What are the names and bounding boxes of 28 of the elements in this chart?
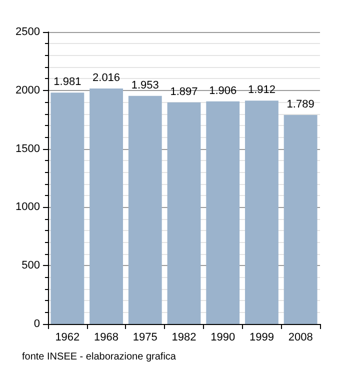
- data-label: 1.981: [54, 76, 82, 88]
- source-note: fonte INSEE - elaborazione grafica: [22, 352, 176, 362]
- data-label: 1.789: [286, 98, 314, 111]
- y-tick-label: 1500: [16, 142, 40, 155]
- bar: [206, 101, 240, 324]
- data-label: 1.953: [131, 79, 159, 92]
- x-tick-label: 1962: [55, 332, 80, 344]
- bar: [245, 100, 278, 324]
- data-label: 1.906: [209, 84, 237, 97]
- bar: [90, 88, 123, 324]
- bar: [284, 115, 318, 324]
- x-tick-label: 1990: [210, 332, 236, 344]
- x-tick-label: 1968: [94, 332, 119, 344]
- x-tick-label: 1975: [132, 332, 158, 344]
- data-label: 1.912: [248, 84, 276, 96]
- y-tick-label: 2000: [16, 84, 40, 96]
- x-tick-label: 2008: [288, 332, 313, 344]
- x-tick-label: 1999: [249, 332, 274, 344]
- data-label: 1.897: [170, 86, 198, 98]
- x-tick-label: 1982: [172, 332, 196, 344]
- y-tick-label: 500: [22, 260, 40, 272]
- data-label: 2.016: [92, 72, 120, 84]
- bar: [167, 102, 201, 324]
- y-tick-label: 1000: [16, 201, 40, 214]
- bar: [128, 96, 162, 324]
- y-tick-label: 2500: [16, 26, 40, 38]
- y-tick-label: 0: [34, 318, 40, 330]
- bar: [50, 92, 84, 324]
